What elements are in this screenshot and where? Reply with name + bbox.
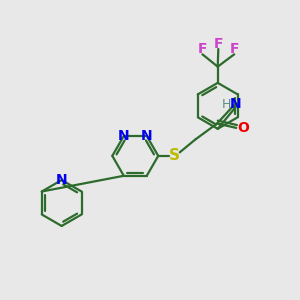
Text: F: F xyxy=(198,42,207,56)
Text: N: N xyxy=(56,173,68,187)
Text: S: S xyxy=(169,148,180,164)
Text: N: N xyxy=(118,129,130,143)
Text: H: H xyxy=(221,98,231,111)
Text: F: F xyxy=(230,42,239,56)
Text: N: N xyxy=(230,98,242,111)
Text: O: O xyxy=(237,121,249,135)
Text: F: F xyxy=(214,37,223,51)
Text: N: N xyxy=(141,129,153,143)
